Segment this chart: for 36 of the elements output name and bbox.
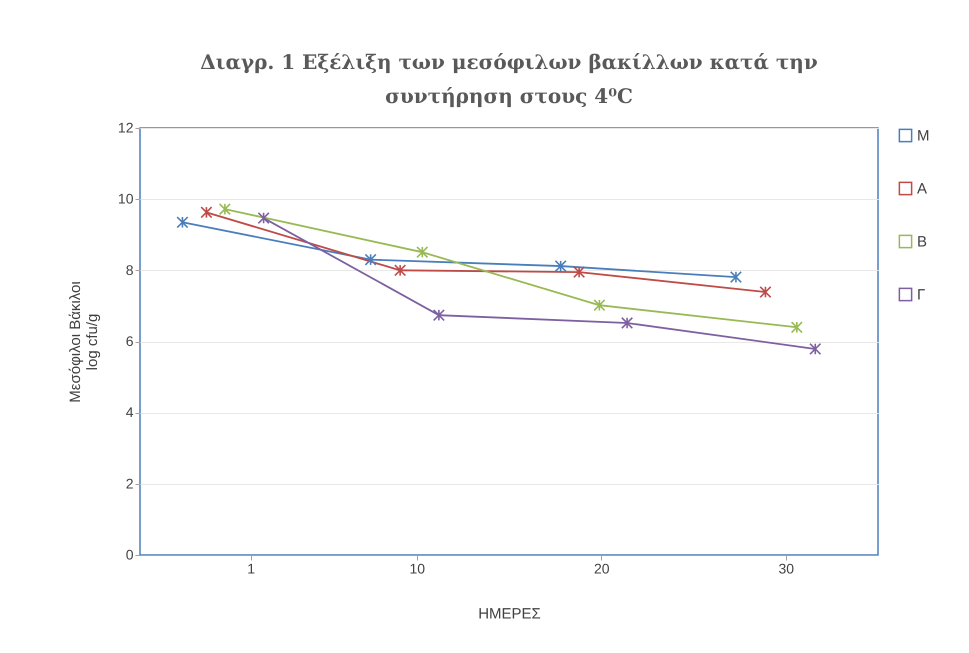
point: [364, 254, 377, 266]
y-tick-label: 4: [126, 404, 134, 420]
x-axis-title: ΗΜΕΡΕΣ: [478, 606, 541, 622]
legend-label: Γ: [917, 286, 926, 304]
point: [416, 246, 428, 258]
text: log cfu/g: [84, 314, 101, 370]
point: [394, 264, 406, 276]
point: [176, 216, 188, 228]
y-tick-label: 6: [126, 333, 134, 349]
y-tick-label: 2: [126, 475, 134, 492]
point: [200, 206, 212, 218]
y-tick-label: 12: [118, 120, 134, 136]
point: [218, 203, 231, 216]
x-tick-label: 20: [594, 560, 610, 576]
point: [759, 286, 772, 298]
point: [790, 321, 803, 334]
text: Μεσόφιλοι Βάκιλοι: [66, 281, 84, 403]
point: [593, 299, 606, 312]
point: [621, 316, 634, 330]
point: [809, 342, 822, 356]
text: Διαγρ. 1 Εξέλιξη των μεσόφιλων βακίλλων κατά την: [200, 50, 818, 74]
y-tick-label: 10: [118, 190, 134, 207]
point: [258, 212, 270, 224]
y-tick-label: 8: [126, 262, 134, 278]
x-tick-label: 1: [247, 560, 256, 576]
point: [730, 271, 742, 284]
legend-label: Μ: [917, 128, 930, 144]
x-tick-label: 10: [409, 560, 426, 576]
legend-label: Α: [917, 180, 928, 198]
legend-label: Β: [917, 234, 928, 250]
x-tick-label: 30: [778, 560, 794, 576]
point: [554, 260, 567, 272]
point: [432, 309, 445, 322]
point: [573, 266, 586, 278]
text: συντήρηση στους 4⁰C: [385, 84, 633, 108]
y-tick-label: 0: [126, 546, 134, 562]
